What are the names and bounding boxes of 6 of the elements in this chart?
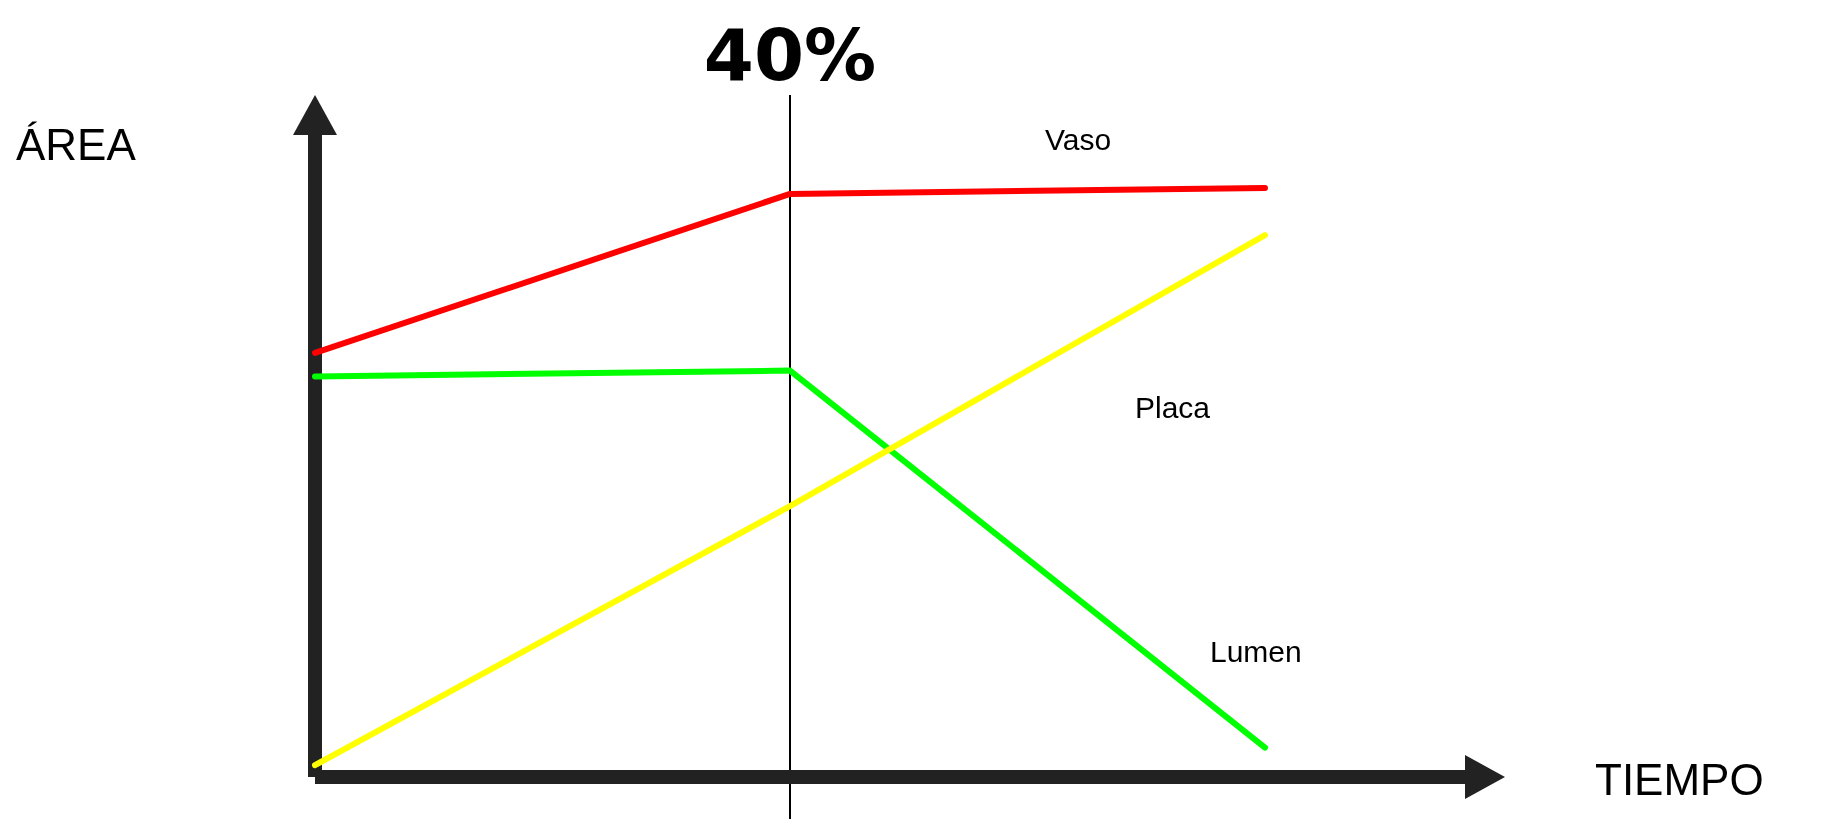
text: Placa bbox=[1135, 391, 1211, 425]
y-axis-title: ÁREA bbox=[16, 120, 137, 169]
series-label: Vaso bbox=[1045, 123, 1112, 157]
text: 40% bbox=[703, 13, 877, 97]
x-axis-title: TIEMPO bbox=[1595, 755, 1764, 804]
series-label: Lumen bbox=[1210, 635, 1302, 669]
